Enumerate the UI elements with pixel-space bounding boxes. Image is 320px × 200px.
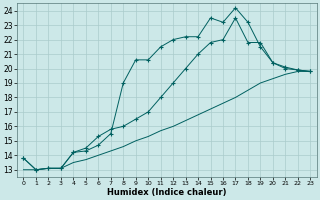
X-axis label: Humidex (Indice chaleur): Humidex (Indice chaleur) [107, 188, 227, 197]
